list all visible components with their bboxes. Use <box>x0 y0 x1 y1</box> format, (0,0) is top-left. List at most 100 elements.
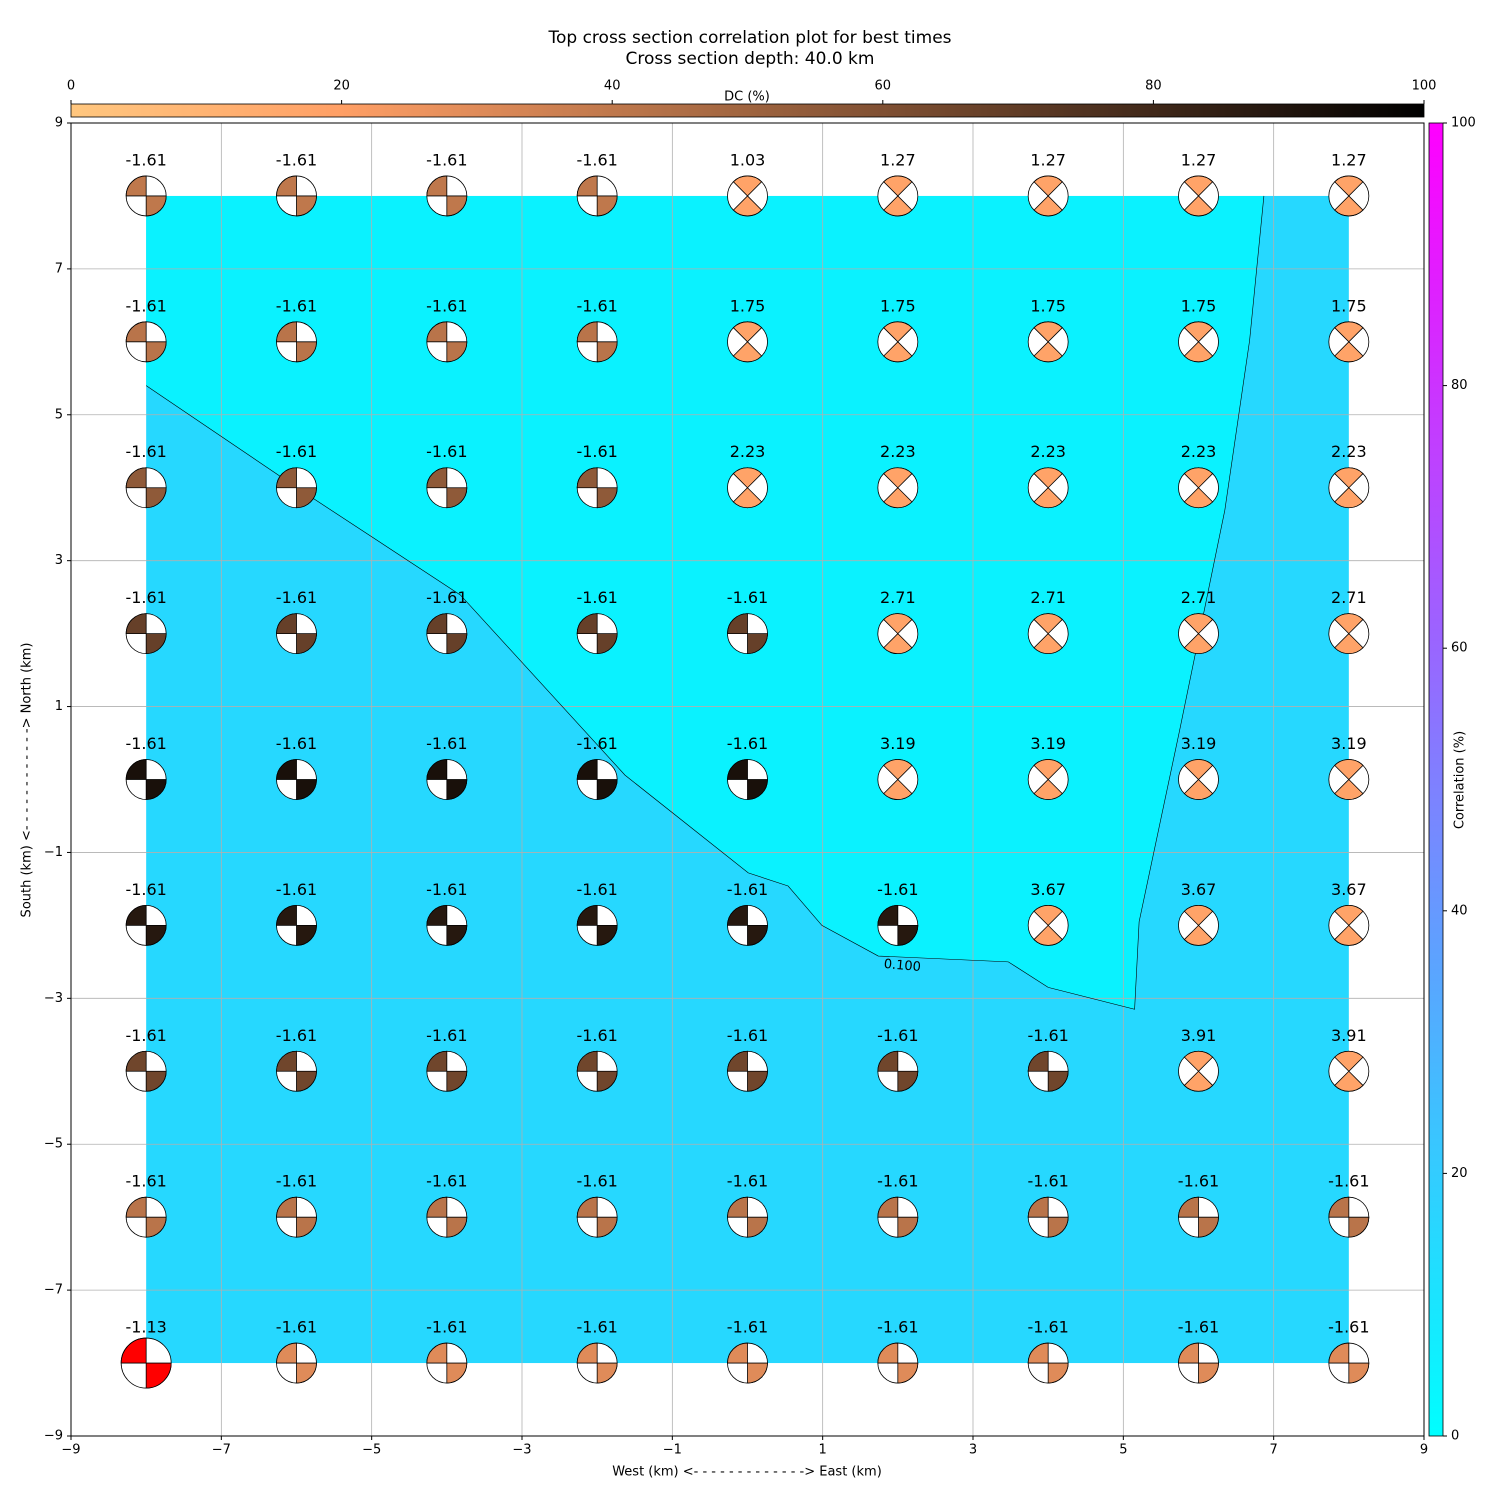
beachball-quadrant <box>747 924 768 946</box>
beachball: -1.61 <box>426 1318 468 1384</box>
beachball-quadrant <box>1334 195 1364 217</box>
beachball: 1.75 <box>1328 296 1370 363</box>
beachball: -1.61 <box>426 588 468 655</box>
beachball-quadrant <box>1027 1196 1049 1218</box>
beachball-quadrant <box>125 175 147 197</box>
beachball: -1.61 <box>576 1318 618 1384</box>
beachball: -1.61 <box>426 880 468 946</box>
beachball-quadrant <box>596 341 618 363</box>
beachball-quadrant <box>576 467 598 489</box>
x-tick-label: 1 <box>819 1443 827 1458</box>
beachball: -1.61 <box>727 1172 768 1238</box>
beachball: -1.61 <box>276 880 317 946</box>
beachball: -1.61 <box>576 296 618 363</box>
beachball: 3.91 <box>1178 1026 1219 1092</box>
beachball-label: -1.61 <box>426 296 467 315</box>
x-tick-label: −7 <box>212 1443 231 1458</box>
beachball-quadrant <box>446 487 468 509</box>
beachball-quadrant <box>596 633 618 655</box>
beachball-label: 1.27 <box>1030 150 1066 169</box>
beachball-quadrant <box>426 321 448 343</box>
beachball-quadrant <box>125 1196 147 1218</box>
beachball-quadrant <box>1047 1070 1069 1092</box>
beachball-label: 1.75 <box>1030 296 1066 315</box>
beachball: 2.23 <box>1178 442 1219 509</box>
beachball-label: 2.23 <box>1331 442 1367 461</box>
beachball-quadrant <box>883 467 913 489</box>
beachball-quadrant <box>446 924 468 946</box>
beachball: -1.61 <box>576 588 618 655</box>
beachball-quadrant <box>1183 924 1214 946</box>
beachball: 3.19 <box>1178 734 1219 800</box>
beachball-quadrant <box>296 1070 317 1092</box>
corr-colorbar <box>1428 122 1444 1437</box>
beachball-label: 1.03 <box>730 150 766 169</box>
beachball-label: -1.61 <box>727 588 768 607</box>
beachball-quadrant <box>576 1050 598 1072</box>
beachball-label: 1.27 <box>1331 150 1367 169</box>
beachball: -1.61 <box>276 1026 317 1092</box>
beachball: 1.75 <box>727 296 768 363</box>
beachball-quadrant <box>426 613 448 635</box>
beachball: 2.71 <box>877 588 919 655</box>
beachball-quadrant <box>145 195 167 217</box>
beachball: -1.61 <box>276 1318 317 1384</box>
beachball-quadrant <box>145 779 167 800</box>
beachball: -1.61 <box>426 296 468 363</box>
beachball-quadrant <box>897 1070 919 1092</box>
beachball-label: -1.61 <box>125 296 166 315</box>
corr-colorbar-tick-label: 20 <box>1451 1166 1468 1181</box>
beachball-label: -1.61 <box>426 1172 467 1191</box>
corr-colorbar-tick-label: 40 <box>1451 903 1468 918</box>
beachball-label: 2.23 <box>880 442 916 461</box>
beachball-quadrant <box>727 1196 748 1218</box>
beachball: -1.61 <box>125 1026 167 1092</box>
beachball-quadrant <box>125 904 147 926</box>
beachball-label: -1.61 <box>276 442 317 461</box>
beachball: -1.61 <box>125 880 167 946</box>
beachball-label: -1.61 <box>1027 1318 1068 1337</box>
beachball-quadrant <box>732 467 763 489</box>
beachball-quadrant <box>145 1362 172 1389</box>
beachball: -1.61 <box>1178 1172 1219 1238</box>
beachball-quadrant <box>1047 1362 1069 1384</box>
beachball-label: -1.61 <box>1027 1172 1068 1191</box>
dc-colorbar-tick-label: 40 <box>604 79 621 94</box>
beachball: -1.61 <box>727 588 768 655</box>
beachball-label: -1.61 <box>426 1026 467 1045</box>
beachball-quadrant <box>1033 633 1063 654</box>
beachball: -1.61 <box>276 1172 317 1238</box>
plot-frame <box>70 122 1425 1437</box>
beachball-quadrant <box>1027 1342 1049 1364</box>
beachball-quadrant <box>732 321 763 343</box>
beachball-quadrant <box>1033 487 1063 509</box>
beachball-quadrant <box>276 1050 297 1072</box>
beachball-quadrant <box>1033 905 1063 926</box>
beachball: -1.61 <box>426 442 468 509</box>
beachball-quadrant <box>1033 175 1063 197</box>
beachball: -1.61 <box>1027 1026 1069 1092</box>
beachball-quadrant <box>1183 321 1214 343</box>
beachball: -1.61 <box>1328 1172 1370 1238</box>
beachball: -1.61 <box>426 1172 468 1238</box>
contour-label: 0.100 <box>883 957 921 975</box>
beachball-label: -1.61 <box>1178 1318 1219 1337</box>
beachball-label: -1.61 <box>276 588 317 607</box>
beachball-label: -1.61 <box>727 1172 768 1191</box>
beachball-quadrant <box>576 175 598 197</box>
beachball-quadrant <box>596 924 618 946</box>
beachball-label: -1.61 <box>276 296 317 315</box>
beachball-quadrant <box>1183 175 1214 197</box>
beachball-label: 1.75 <box>730 296 766 315</box>
beachball-quadrant <box>1027 1050 1049 1072</box>
beachball-quadrant <box>732 195 763 217</box>
beachball-quadrant <box>1334 613 1364 635</box>
beachball: -1.61 <box>727 1318 768 1384</box>
beachball-label: -1.61 <box>125 588 166 607</box>
beachball-quadrant <box>727 759 748 780</box>
beachball: 2.23 <box>727 442 768 509</box>
beachball: 1.27 <box>1328 150 1370 217</box>
beachball-quadrant <box>732 341 763 363</box>
corr-colorbar-tick-label: 80 <box>1451 378 1468 393</box>
beachball: -1.61 <box>576 734 618 800</box>
